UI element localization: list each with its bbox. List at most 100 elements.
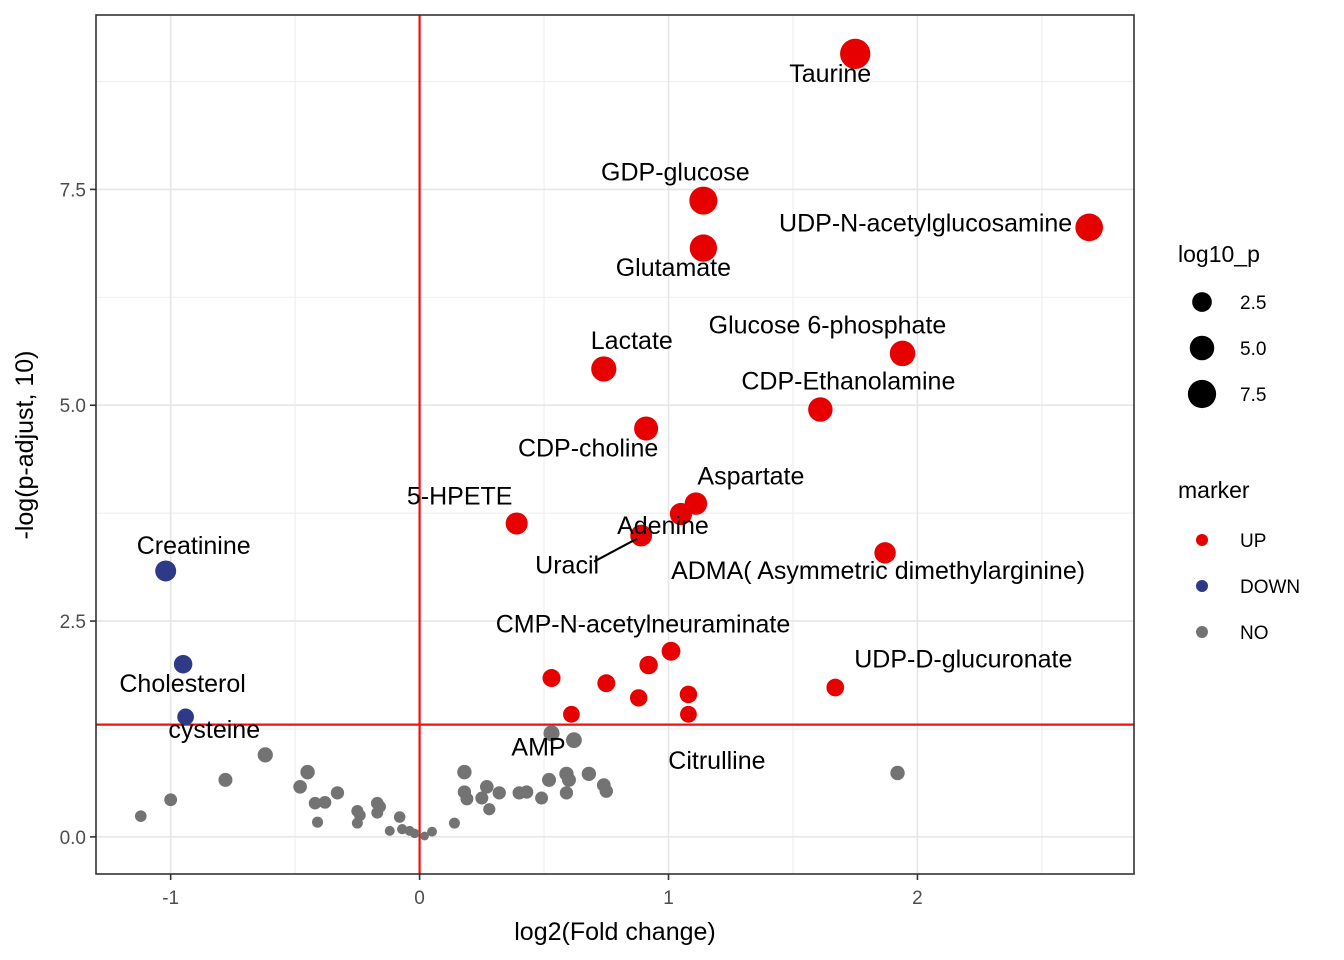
- x-tick-label: 2: [912, 888, 923, 909]
- data-point-up: [597, 674, 616, 693]
- data-point-no: [393, 811, 406, 823]
- data-point-no: [448, 817, 460, 829]
- data-point-no: [257, 747, 273, 763]
- point-label: UDP-N-acetylglucosamine: [779, 209, 1072, 237]
- x-tick-label: -1: [162, 888, 179, 909]
- point-label: CMP-N-acetylneuraminate: [496, 610, 791, 638]
- data-point-no: [479, 779, 494, 794]
- grid-lines: [96, 15, 1134, 874]
- data-point-no: [218, 772, 233, 787]
- point-label: Creatinine: [137, 532, 251, 560]
- x-axis-label: log2(Fold change): [514, 918, 716, 946]
- point-label: GDP-glucose: [601, 159, 750, 187]
- point-label: Taurine: [789, 60, 871, 88]
- point-label: Lactate: [591, 327, 673, 355]
- data-point-no: [300, 764, 315, 780]
- data-point-no: [475, 791, 489, 805]
- data-point-no: [543, 725, 560, 742]
- point-label: Adenine: [617, 512, 709, 540]
- color-legend-key-up: [1196, 534, 1208, 546]
- color-legend-title: marker: [1178, 477, 1250, 503]
- data-point-no: [427, 826, 437, 837]
- color-legend-key-down: [1196, 580, 1208, 592]
- x-tick-label: 0: [414, 888, 425, 909]
- data-point-no: [460, 792, 474, 806]
- data-point-down: [173, 654, 193, 674]
- threshold-lines: [96, 15, 1134, 874]
- data-point-up: [680, 705, 697, 723]
- color-legend-key-no: [1196, 626, 1208, 638]
- point-label: CDP-choline: [518, 435, 658, 463]
- data-point-up: [689, 186, 718, 215]
- data-point-no: [293, 779, 307, 794]
- data-point-up: [563, 705, 580, 723]
- point-label: Uracil: [535, 552, 599, 580]
- data-point-up: [679, 685, 698, 704]
- data-point-no: [581, 766, 597, 782]
- data-point-up: [669, 502, 693, 526]
- y-axis-label: -log(p-adjust, 10): [11, 351, 39, 540]
- data-point-no: [890, 765, 905, 781]
- data-point-up: [1075, 213, 1104, 242]
- data-point-no: [308, 796, 322, 810]
- data-point-up: [639, 655, 658, 675]
- data-point-no: [351, 817, 363, 829]
- point-label: CDP-Ethanolamine: [741, 368, 955, 396]
- data-point-no: [542, 772, 557, 787]
- data-point-down: [155, 560, 177, 582]
- color-legend-label: DOWN: [1240, 577, 1300, 598]
- axes: -1 0 1 2 0.0 2.5 5.0 7.5: [60, 14, 1135, 909]
- color-legend-label: NO: [1240, 623, 1269, 644]
- data-point-no: [312, 816, 324, 828]
- size-legend-key: [1189, 335, 1215, 361]
- point-label: Glutamate: [616, 254, 731, 282]
- data-point-no: [409, 828, 420, 839]
- point-labels: Taurine GDP-glucose UDP-N-acetylglucosamin…: [119, 60, 1085, 775]
- data-point-no: [318, 796, 332, 809]
- data-point-no: [535, 791, 549, 805]
- data-point-no: [457, 764, 472, 780]
- point-label: Aspartate: [697, 463, 804, 491]
- y-tick-label: 7.5: [60, 180, 86, 201]
- data-point-no: [483, 803, 496, 816]
- data-point-up: [634, 416, 659, 441]
- size-legend-label: 5.0: [1240, 339, 1266, 360]
- color-legend-label: UP: [1240, 531, 1266, 552]
- size-legend-label: 7.5: [1240, 385, 1266, 406]
- panel-border: [95, 14, 1135, 875]
- data-point-no: [330, 786, 345, 800]
- data-point-no: [561, 772, 576, 787]
- data-point-up: [826, 678, 845, 697]
- data-point-no: [164, 793, 178, 807]
- data-point-up: [505, 512, 528, 535]
- data-points: [134, 38, 1104, 841]
- size-legend-title: log10_p: [1178, 241, 1260, 267]
- data-point-no: [420, 831, 429, 841]
- size-legend-key: [1187, 379, 1217, 409]
- data-point-no: [134, 810, 147, 822]
- point-label: cysteine: [168, 716, 260, 744]
- point-label: Glucose 6-phosphate: [709, 311, 947, 339]
- data-point-up: [591, 356, 617, 382]
- y-tick-label: 5.0: [60, 396, 86, 417]
- size-legend-key: [1192, 292, 1212, 312]
- data-point-up: [661, 641, 681, 661]
- data-point-up: [889, 340, 916, 367]
- data-point-no: [492, 786, 506, 800]
- x-tick-label: 1: [663, 888, 674, 909]
- y-tick-label: 0.0: [60, 828, 86, 849]
- data-point-up: [630, 524, 653, 547]
- point-label: 5-HPETE: [407, 482, 513, 510]
- data-point-no: [371, 806, 384, 819]
- data-point-up: [808, 397, 833, 422]
- label-leader-line: [593, 537, 638, 563]
- data-point-no: [397, 823, 408, 835]
- data-point-up: [629, 689, 648, 707]
- data-point-up: [689, 234, 718, 262]
- data-point-up: [874, 542, 896, 564]
- data-point-no: [566, 732, 582, 749]
- size-legend-label: 2.5: [1240, 293, 1266, 314]
- data-point-no: [519, 785, 534, 799]
- data-point-up: [840, 38, 871, 69]
- point-label: AMP: [511, 733, 565, 761]
